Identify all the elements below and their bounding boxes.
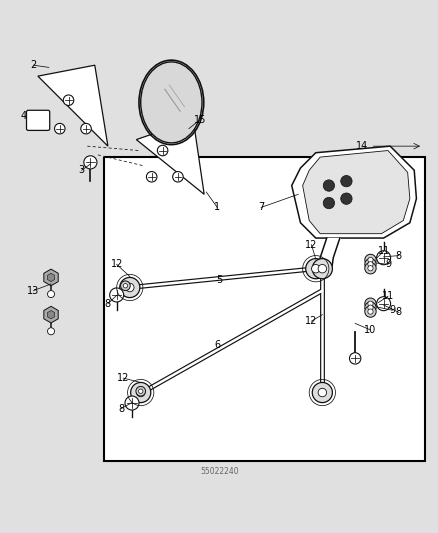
Circle shape (340, 175, 351, 187)
Circle shape (311, 264, 319, 273)
Circle shape (340, 193, 351, 204)
Circle shape (110, 288, 124, 302)
Text: 11: 11 (381, 291, 393, 301)
Text: 8: 8 (118, 403, 124, 414)
Text: 8: 8 (395, 308, 401, 318)
Polygon shape (38, 65, 108, 146)
Text: 8: 8 (395, 251, 401, 261)
Circle shape (364, 302, 375, 313)
Circle shape (322, 197, 334, 209)
Text: 2: 2 (30, 60, 36, 70)
Circle shape (367, 301, 372, 306)
Text: 11: 11 (377, 246, 389, 256)
Circle shape (131, 383, 150, 402)
Circle shape (364, 306, 375, 317)
Text: 8: 8 (105, 298, 111, 309)
Circle shape (318, 389, 326, 397)
Text: 15: 15 (193, 115, 205, 125)
Circle shape (367, 257, 372, 263)
Ellipse shape (141, 62, 201, 143)
Text: 4: 4 (20, 111, 26, 122)
Text: 5: 5 (216, 274, 222, 285)
Circle shape (84, 156, 97, 169)
Polygon shape (47, 273, 54, 281)
Circle shape (364, 263, 375, 274)
Circle shape (81, 124, 91, 134)
Polygon shape (291, 146, 416, 238)
Circle shape (120, 278, 140, 297)
Text: 3: 3 (78, 165, 85, 175)
Circle shape (305, 259, 325, 279)
Circle shape (47, 328, 54, 335)
Text: 55022240: 55022240 (200, 467, 238, 475)
Circle shape (364, 259, 375, 270)
FancyBboxPatch shape (26, 110, 49, 131)
Text: 1: 1 (214, 203, 220, 213)
Text: 7: 7 (258, 203, 264, 213)
Text: 12: 12 (304, 316, 317, 326)
Circle shape (376, 297, 390, 311)
Circle shape (146, 172, 156, 182)
Circle shape (63, 95, 74, 106)
Circle shape (311, 383, 332, 402)
Text: 12: 12 (304, 240, 317, 249)
Text: 14: 14 (355, 141, 367, 151)
Circle shape (120, 281, 130, 290)
Circle shape (364, 298, 375, 309)
Circle shape (138, 389, 143, 393)
Circle shape (349, 353, 360, 364)
Circle shape (322, 180, 334, 191)
Polygon shape (302, 150, 409, 233)
Circle shape (136, 389, 145, 397)
Text: 13: 13 (27, 286, 39, 296)
Circle shape (367, 305, 372, 310)
Circle shape (136, 386, 145, 396)
Text: 12: 12 (110, 260, 123, 269)
Circle shape (367, 262, 372, 267)
Polygon shape (44, 306, 58, 323)
Circle shape (54, 124, 65, 134)
Circle shape (376, 251, 390, 265)
Polygon shape (44, 269, 58, 286)
Text: 12: 12 (117, 373, 129, 383)
Polygon shape (136, 120, 204, 195)
Circle shape (364, 254, 375, 265)
Text: 9: 9 (389, 305, 395, 315)
Polygon shape (47, 311, 54, 319)
Circle shape (367, 309, 372, 314)
Text: 9: 9 (384, 260, 390, 269)
Circle shape (311, 259, 332, 279)
Bar (1, 56, 103, 157)
Circle shape (318, 264, 326, 273)
Circle shape (367, 265, 372, 271)
Text: 6: 6 (214, 340, 220, 350)
Text: 10: 10 (364, 325, 376, 335)
Circle shape (157, 146, 167, 156)
Bar (103, 157, 424, 461)
Circle shape (172, 172, 183, 182)
Circle shape (125, 283, 134, 292)
Circle shape (47, 290, 54, 297)
Circle shape (125, 396, 139, 410)
Circle shape (123, 284, 127, 288)
